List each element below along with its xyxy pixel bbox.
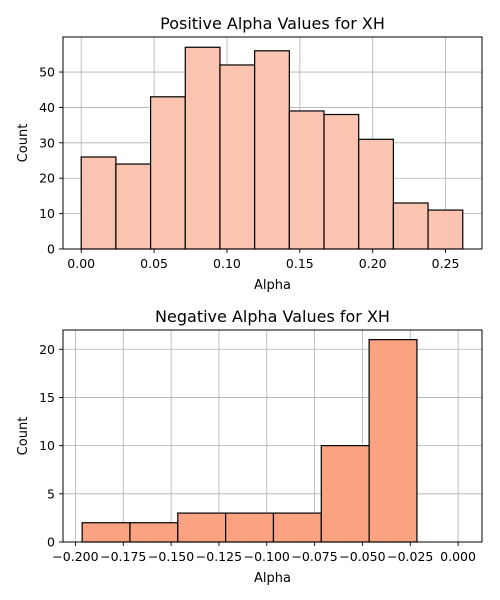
histogram-bar: [392, 202, 429, 250]
histogram-bar: [288, 110, 325, 250]
bars: [81, 339, 418, 543]
x-ticks: 0.00 0.05 0.10 0.15 0.20 0.25: [67, 249, 459, 271]
histogram-bar: [368, 339, 418, 543]
y-ticks: 0 10 20 30 40 50: [39, 65, 63, 257]
y-tick-label: 0: [47, 242, 55, 257]
chart-title: Positive Alpha Values for XH: [160, 14, 385, 33]
axes-frame: [62, 329, 483, 543]
histogram-bar: [80, 156, 117, 250]
y-tick-label: 40: [39, 100, 55, 115]
y-tick-label: 30: [39, 135, 55, 150]
histogram-bar: [184, 46, 221, 250]
y-axis-label: Count: [16, 417, 31, 456]
x-tick-label: 0.15: [286, 256, 314, 271]
y-tick-label: 15: [39, 390, 55, 405]
x-tick-label: 0.10: [213, 256, 241, 271]
histogram-bar: [272, 512, 322, 543]
histogram-bar: [323, 113, 360, 250]
x-axis-label: Alpha: [254, 278, 291, 293]
y-tick-label: 10: [39, 206, 55, 221]
histogram-bar: [115, 163, 152, 250]
histogram-bar: [81, 522, 131, 543]
x-tick-label: 0.00: [67, 256, 95, 271]
histogram-bar: [320, 445, 370, 543]
x-ticks: −0.200 −0.175 −0.150 −0.125 −0.100 −0.075 −0.0…: [52, 542, 476, 564]
x-tick-label: −0.050: [339, 549, 385, 564]
bars: [80, 46, 464, 250]
y-tick-label: 50: [39, 65, 55, 80]
grid: [63, 330, 482, 543]
x-tick-label: −0.075: [291, 549, 337, 564]
x-tick-label: 0.05: [140, 256, 168, 271]
chart-positive: 0.00 0.05 0.10 0.15 0.20 0.25 0 10 20 30 40 50 Posit…: [16, 14, 483, 293]
y-tick-label: 20: [39, 342, 55, 357]
x-axis-label: Alpha: [254, 571, 291, 586]
y-tick-label: 10: [39, 438, 55, 453]
histogram-bar: [254, 50, 290, 250]
x-tick-label: −0.025: [387, 549, 433, 564]
x-tick-label: −0.125: [196, 549, 242, 564]
x-tick-label: −0.150: [148, 549, 194, 564]
x-tick-label: −0.175: [100, 549, 146, 564]
histogram-bar: [149, 96, 186, 250]
y-ticks: 0 5 10 15 20: [39, 342, 63, 550]
x-tick-label: 0.20: [359, 256, 387, 271]
histogram-bar: [177, 512, 227, 543]
x-tick-label: 0.000: [440, 549, 476, 564]
histogram-bar: [129, 522, 179, 543]
histogram-bar: [358, 138, 394, 250]
y-tick-label: 20: [39, 171, 55, 186]
y-tick-label: 5: [47, 486, 55, 501]
chart-negative: −0.200 −0.175 −0.150 −0.125 −0.100 −0.075 −0.0…: [16, 307, 483, 586]
x-tick-label: −0.200: [52, 549, 98, 564]
y-tick-label: 0: [47, 535, 55, 550]
histogram-bar: [219, 64, 256, 250]
histogram-bar: [427, 209, 464, 250]
y-axis-label: Count: [16, 124, 31, 163]
x-tick-label: 0.25: [432, 256, 460, 271]
chart-title: Negative Alpha Values for XH: [155, 307, 390, 326]
x-tick-label: −0.100: [244, 549, 290, 564]
histogram-bar: [225, 512, 275, 543]
